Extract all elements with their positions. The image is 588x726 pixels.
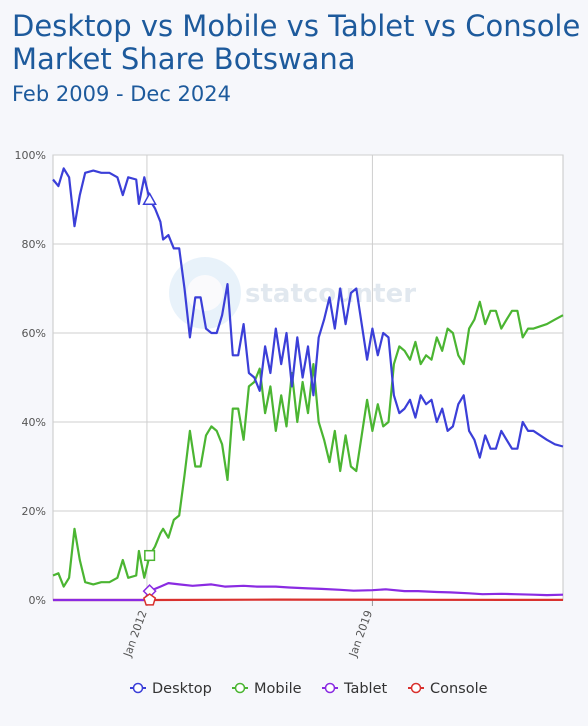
legend-item-desktop[interactable]: Desktop xyxy=(130,681,212,697)
legend-label: Console xyxy=(430,681,488,697)
y-tick-label: 80% xyxy=(22,238,46,251)
chart-grid xyxy=(52,154,564,601)
x-axis: Jan 2012 Jan 2019 xyxy=(121,600,375,660)
chart-subtitle: Feb 2009 - Dec 2024 xyxy=(12,82,231,106)
legend-label: Tablet xyxy=(343,681,387,697)
legend-marker-icon xyxy=(132,682,144,694)
watermark-logo-inner xyxy=(187,275,223,311)
y-tick-label: 0% xyxy=(29,594,46,607)
y-tick-label: 60% xyxy=(22,327,46,340)
legend-label: Mobile xyxy=(254,681,302,697)
y-tick-label: 20% xyxy=(22,505,46,518)
legend-marker-icon xyxy=(410,682,422,694)
series-marker-console xyxy=(143,593,157,606)
legend-label: Desktop xyxy=(152,681,212,697)
legend[interactable]: Desktop Mobile Tablet Console xyxy=(130,681,488,697)
series-line-tablet xyxy=(53,582,564,602)
y-tick-label: 40% xyxy=(22,416,46,429)
legend-item-console[interactable]: Console xyxy=(408,681,488,697)
series-marker-mobile xyxy=(144,549,156,562)
series-markers xyxy=(142,191,157,606)
legend-marker-icon xyxy=(234,682,246,694)
plot-area xyxy=(52,154,564,601)
y-axis: 0% 20% 40% 60% 80% 100% xyxy=(15,149,46,607)
series-lines xyxy=(52,167,564,602)
chart-title: Desktop vs Mobile vs Tablet vs Console M… xyxy=(12,9,581,76)
legend-item-mobile[interactable]: Mobile xyxy=(232,681,302,697)
x-tick-label: Jan 2012 xyxy=(121,609,150,660)
series-line-desktop xyxy=(52,167,564,459)
series-marker-desktop xyxy=(142,191,157,206)
x-tick-label: Jan 2019 xyxy=(346,609,375,660)
legend-marker-icon xyxy=(324,682,336,694)
legend-item-tablet[interactable]: Tablet xyxy=(322,681,387,697)
y-tick-label: 100% xyxy=(15,149,46,162)
series-line-mobile xyxy=(52,300,564,588)
